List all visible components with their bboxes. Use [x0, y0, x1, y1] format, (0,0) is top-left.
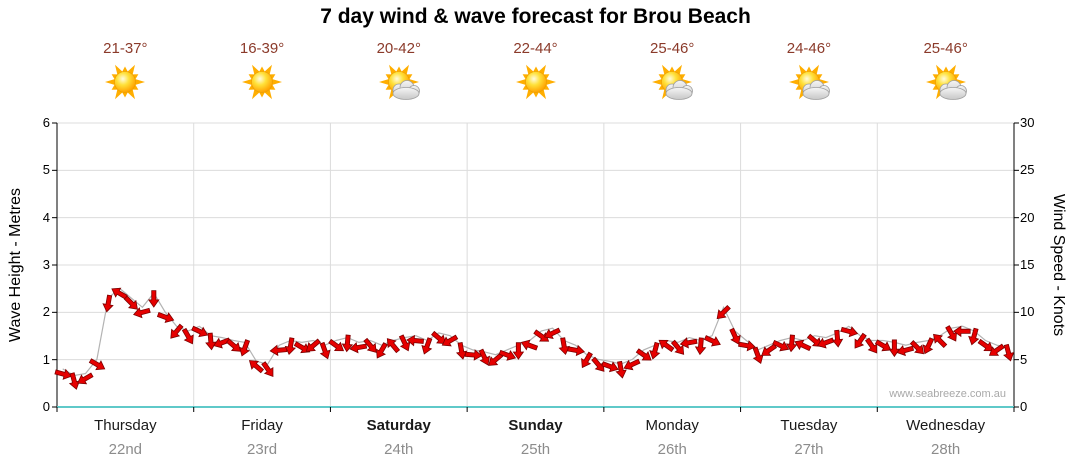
sun-cloud-icon [785, 62, 833, 106]
temp-range: 22-44° [513, 40, 558, 57]
temp-range: 21-37° [103, 40, 148, 57]
day-name: Wednesday [906, 417, 986, 434]
sun-cloud-icon [648, 62, 696, 106]
watermark: www.seabreeze.com.au [889, 388, 1006, 400]
wave-height-tick: 3 [42, 257, 50, 272]
day-name: Sunday [508, 417, 563, 434]
day-name: Saturday [366, 417, 431, 434]
day-date: 27th [794, 441, 824, 458]
sun-icon [512, 62, 560, 106]
temp-range: 25-46° [923, 40, 968, 57]
wave-height-tick: 5 [42, 162, 50, 178]
sun-icon [238, 62, 286, 106]
day-date: 24th [384, 441, 414, 458]
day-date: 26th [657, 441, 687, 458]
wind-speed-tick: 0 [1020, 399, 1028, 414]
wave-height-tick: 0 [42, 399, 50, 414]
wave-height-tick: 6 [42, 115, 50, 130]
wind-speed-tick: 25 [1020, 162, 1035, 178]
day-date: 22nd [108, 441, 143, 458]
wave-height-tick: 1 [42, 351, 50, 367]
page-title: 7 day wind & wave forecast for Brou Beac… [320, 5, 751, 28]
sun-icon [101, 62, 149, 106]
wave-height-tick: 2 [42, 304, 50, 320]
right-axis-label: Wind Speed - Knots [1050, 193, 1067, 337]
temp-range: 20-42° [376, 40, 421, 57]
sun-cloud-icon [922, 62, 970, 106]
sun-cloud-icon [375, 62, 423, 106]
day-date: 23rd [247, 441, 278, 458]
wave-height-tick: 4 [42, 209, 50, 225]
day-date: 25th [520, 441, 551, 458]
day-name: Monday [645, 417, 699, 434]
day-date: 28th [931, 441, 961, 458]
wind-speed-tick: 20 [1020, 209, 1035, 225]
wind-speed-tick: 15 [1020, 257, 1035, 272]
wind-speed-tick: 5 [1020, 351, 1028, 367]
temp-range: 16-39° [239, 40, 285, 57]
day-name: Thursday [94, 417, 157, 434]
temp-range: 24-46° [786, 40, 832, 57]
wind-speed-tick: 30 [1020, 115, 1035, 130]
wind-speed-tick: 10 [1020, 304, 1035, 320]
day-name: Friday [241, 417, 283, 434]
temp-range: 25-46° [650, 40, 695, 57]
day-name: Tuesday [780, 417, 838, 434]
